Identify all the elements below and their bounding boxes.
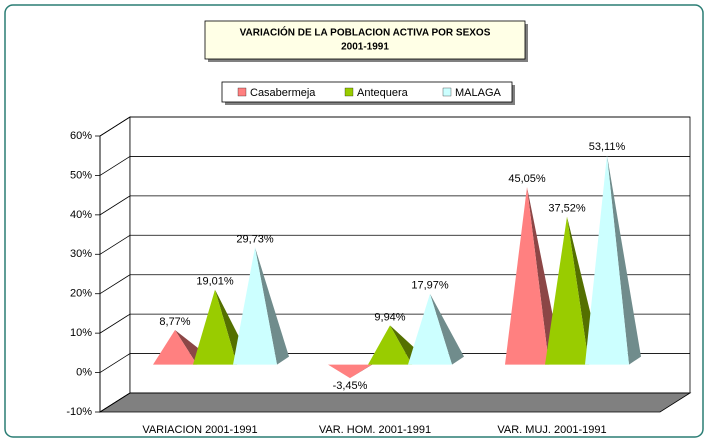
- legend-label: Casabermeja: [250, 87, 316, 99]
- grid-line: [99, 156, 690, 176]
- pyramid: [585, 155, 641, 365]
- pyramid-front: [233, 247, 277, 365]
- legend-swatch: [442, 87, 452, 97]
- chart-subtitle: 2001-1991: [341, 42, 389, 53]
- y-tick-label: 20%: [70, 288, 92, 300]
- grid-line: [99, 116, 690, 137]
- y-tick-label: 10%: [70, 327, 92, 339]
- value-label: -3,45%: [333, 380, 368, 392]
- x-tick-label: VARIACION 2001-1991: [142, 424, 257, 436]
- pyramid-side: [607, 155, 641, 365]
- y-tick-label: 30%: [70, 248, 92, 260]
- legend-box: [221, 81, 513, 103]
- y-tick-label: 40%: [70, 209, 92, 221]
- pyramid-front: [585, 155, 629, 365]
- floor: [98, 392, 692, 413]
- grid-line: [99, 392, 690, 413]
- grid-line: [99, 234, 690, 255]
- value-label: 17,97%: [411, 280, 449, 292]
- pyramid-front: [153, 329, 197, 365]
- pyramid-side: [255, 247, 289, 365]
- pyramid-front: [505, 186, 549, 365]
- legend-label: MALAGA: [455, 87, 502, 99]
- value-label: 9,94%: [374, 311, 405, 323]
- grid-line: [99, 274, 690, 295]
- legend-swatch: [237, 87, 247, 97]
- title-box: [204, 20, 526, 60]
- grid-line: [99, 195, 690, 216]
- x-tick-label: VAR. MUJ. 2001-1991: [497, 424, 606, 436]
- value-label: 45,05%: [508, 173, 546, 185]
- side-wall: [99, 116, 131, 413]
- y-tick-label: 50%: [70, 169, 92, 181]
- pyramid-front: [328, 364, 372, 379]
- y-tick-label: 0%: [76, 366, 92, 378]
- legend-label: Antequera: [357, 87, 409, 99]
- pyramid-front: [368, 325, 412, 365]
- value-label: 29,73%: [236, 233, 274, 245]
- value-label: 37,52%: [548, 203, 586, 215]
- grid-line: [99, 313, 690, 334]
- pyramid: [233, 247, 289, 365]
- value-label: 19,01%: [196, 276, 234, 288]
- y-tick-label: -10%: [66, 406, 92, 418]
- grid-line: [99, 353, 690, 373]
- pyramid: [408, 293, 464, 365]
- value-label: 53,11%: [589, 141, 626, 153]
- pyramid-front: [545, 216, 589, 365]
- pyramid-front: [193, 289, 237, 365]
- legend-swatch: [344, 87, 354, 97]
- x-tick-label: VAR. HOM. 2001-1991: [319, 424, 431, 436]
- pyramid-side: [430, 293, 464, 365]
- value-label: 8,77%: [159, 316, 190, 328]
- pyramid-front: [408, 293, 452, 365]
- chart-title: VARIACIÓN DE LA POBLACION ACTIVA POR SEX…: [240, 26, 491, 39]
- y-tick-label: 60%: [70, 130, 92, 142]
